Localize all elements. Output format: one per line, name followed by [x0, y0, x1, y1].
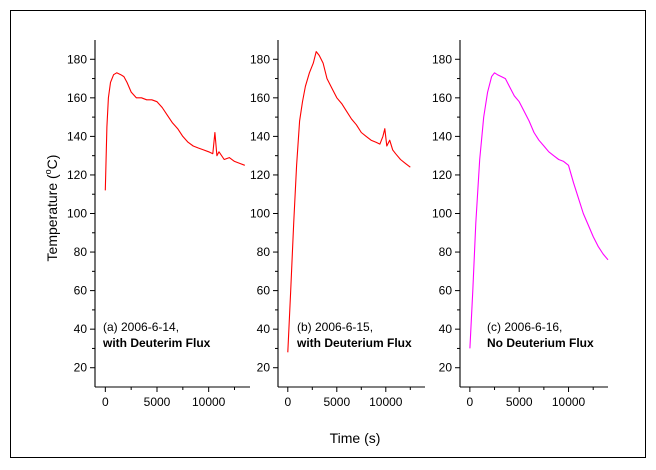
y-tick-label: 120 — [432, 168, 452, 182]
temperature-series-a — [104, 72, 245, 191]
y-tick-label: 60 — [439, 284, 453, 298]
figure-frame — [10, 10, 646, 458]
y-tick-label: 80 — [74, 245, 88, 259]
y-tick-label: 60 — [257, 284, 271, 298]
panel-annotation-condition: with Deuterim Flux — [102, 336, 211, 350]
y-tick-label: 120 — [67, 168, 87, 182]
y-tick-label: 100 — [67, 207, 87, 221]
panel-annotation-condition: No Deuterium Flux — [487, 336, 594, 350]
y-tick-label: 180 — [250, 52, 270, 66]
y-tick-label: 140 — [67, 129, 87, 143]
y-tick-label: 20 — [74, 361, 88, 375]
x-axis-title: Time (s) — [330, 430, 381, 446]
y-axis-title: Temperature (oC) — [43, 155, 60, 262]
y-tick-label: 100 — [432, 207, 452, 221]
y-tick-label: 80 — [257, 245, 271, 259]
x-tick-label: 10000 — [552, 395, 586, 409]
y-tick-label: 60 — [74, 284, 88, 298]
panel-annotation-date: (a) 2006-6-14, — [103, 320, 179, 334]
x-tick-label: 0 — [467, 395, 474, 409]
y-tick-label: 40 — [439, 322, 453, 336]
y-tick-label: 40 — [74, 322, 88, 336]
temperature-series-b — [287, 51, 411, 353]
y-tick-label: 40 — [257, 322, 271, 336]
y-tick-label: 80 — [439, 245, 453, 259]
x-tick-label: 5000 — [323, 395, 350, 409]
panel-annotation-condition: with Deuterium Flux — [296, 336, 412, 350]
x-tick-label: 0 — [284, 395, 291, 409]
x-tick-label: 10000 — [369, 395, 403, 409]
panel-a: 20 40 60 80 100 120 140 160 180 0 5000 10000 (a) 200… — [67, 40, 250, 409]
panel-annotation-date: (b) 2006-6-15, — [297, 320, 373, 334]
panel-c: 20 40 60 80 100 120 140 160 180 0 5000 10000 (c) 200… — [432, 40, 609, 409]
y-tick-label: 20 — [439, 361, 453, 375]
y-tick-label: 160 — [67, 91, 87, 105]
y-tick-label: 100 — [250, 207, 270, 221]
y-tick-label: 140 — [432, 129, 452, 143]
y-tick-label: 180 — [432, 52, 452, 66]
panel-b: 20 40 60 80 100 120 140 160 180 0 5000 10000 (b) 200… — [250, 40, 425, 409]
x-tick-label: 10000 — [192, 395, 226, 409]
x-tick-label: 0 — [102, 395, 109, 409]
x-tick-label: 5000 — [144, 395, 171, 409]
temperature-series-c — [469, 72, 609, 349]
panel-annotation-date: (c) 2006-6-16, — [487, 320, 562, 334]
y-tick-label: 160 — [432, 91, 452, 105]
y-tick-label: 20 — [257, 361, 271, 375]
x-tick-label: 5000 — [506, 395, 533, 409]
y-tick-label: 140 — [250, 129, 270, 143]
y-tick-label: 180 — [67, 52, 87, 66]
y-tick-label: 160 — [250, 91, 270, 105]
y-tick-label: 120 — [250, 168, 270, 182]
